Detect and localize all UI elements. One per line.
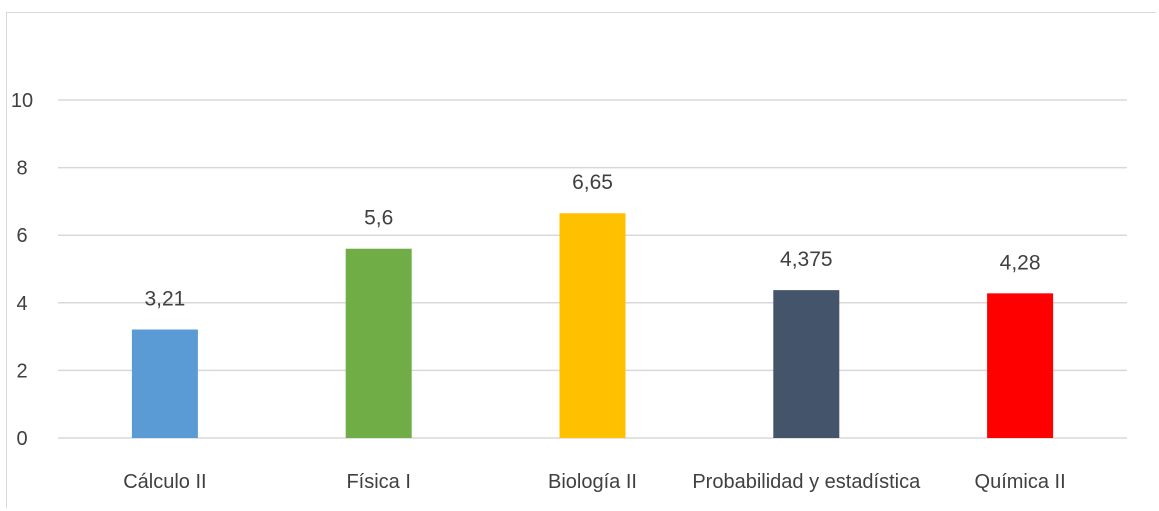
y-tick-label: 2 (16, 360, 27, 382)
data-label: 3,21 (144, 288, 185, 311)
category-label: Probabilidad y estadística (692, 471, 921, 493)
y-axis-ticks: 0 2 4 6 8 10 (11, 90, 33, 450)
y-tick-label: 4 (16, 293, 27, 315)
category-label: Física I (346, 471, 410, 493)
data-label: 5,6 (364, 207, 393, 230)
data-label: 4,375 (780, 248, 833, 271)
bar (773, 290, 840, 438)
category-label: Química II (975, 471, 1066, 493)
category-label: Cálculo II (123, 471, 206, 493)
data-labels: 3,21 5,6 6,65 4,375 4,28 (144, 171, 1040, 310)
bar (987, 293, 1054, 438)
bars (131, 213, 1054, 438)
category-label: Biología II (548, 471, 637, 493)
bar (559, 213, 626, 438)
data-label: 6,65 (572, 171, 613, 194)
y-tick-label: 0 (16, 428, 27, 450)
category-labels: Cálculo II Física I Biología II Probabilida… (123, 471, 1065, 493)
data-label: 4,28 (1000, 251, 1041, 274)
bar (131, 329, 198, 438)
y-tick-label: 6 (16, 225, 27, 247)
y-tick-label: 10 (11, 90, 33, 112)
y-tick-label: 8 (16, 158, 27, 180)
bar (345, 248, 412, 438)
chart-frame (6, 12, 1156, 508)
